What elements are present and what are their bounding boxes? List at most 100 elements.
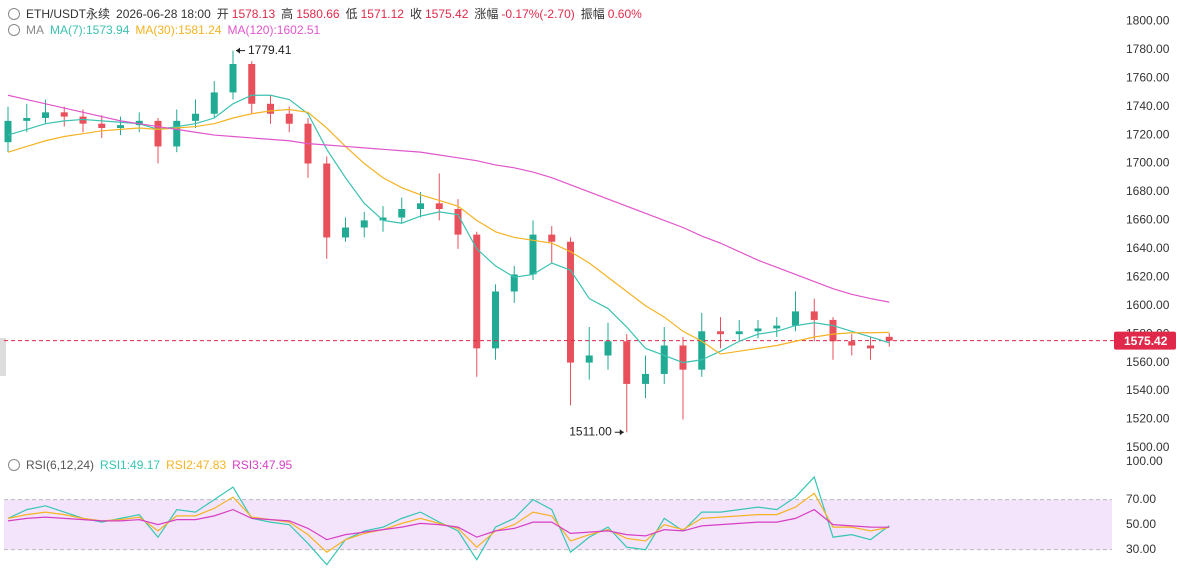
candle-body xyxy=(248,63,256,104)
series-line xyxy=(7,508,890,541)
candle-body xyxy=(717,331,724,335)
candle-body xyxy=(117,125,124,128)
time: 2026-06-28 18:00 xyxy=(116,6,211,21)
candle-body xyxy=(154,120,162,147)
candle-body xyxy=(529,234,537,275)
rsi-legend: RSI(6,12,24) RSI1:49.17 RSI2:47.83 RSI3:47… xyxy=(8,458,298,472)
candle-body xyxy=(210,92,218,114)
arrow-head xyxy=(236,47,240,54)
candle-body xyxy=(660,345,668,374)
candle-body xyxy=(4,120,12,143)
last-price-box xyxy=(1114,331,1176,350)
side-tab[interactable] xyxy=(0,338,6,376)
candle-body xyxy=(585,355,593,363)
candle-body xyxy=(342,227,349,238)
candle-body xyxy=(323,163,331,238)
series-line xyxy=(7,94,890,303)
legend-entry: MA(120):1602.51 xyxy=(227,23,321,37)
candle-body xyxy=(173,120,181,147)
header-value: 1571.12 xyxy=(360,6,404,21)
legend-entry: RSI1:49.17 xyxy=(100,458,161,472)
y-tick-label: 1680.00 xyxy=(1126,184,1170,198)
candle-body xyxy=(548,234,556,242)
candle-body xyxy=(792,311,799,326)
header-value: 0.60% xyxy=(607,6,642,21)
y-tick-label: 1660.00 xyxy=(1126,213,1170,227)
header-value: 1578.13 xyxy=(231,6,276,21)
candle-body xyxy=(810,311,818,320)
collapse-icon[interactable] xyxy=(8,459,20,471)
header-value: 1575.42 xyxy=(425,6,469,21)
candle-body xyxy=(885,336,893,341)
ma-legend: MA MA(7):1573.94 MA(30):1581.24 MA(120):16… xyxy=(8,23,326,37)
candle-body xyxy=(867,345,874,349)
y-tick-label: 30.00 xyxy=(1126,542,1156,556)
candle-body xyxy=(754,328,762,332)
candle-body xyxy=(623,341,631,384)
header: ETH/USDT永续 2026-06-28 18:00 开 1578.13 高 158… xyxy=(8,5,648,22)
y-tick-label: 1760.00 xyxy=(1126,70,1170,84)
y-tick-label: 1700.00 xyxy=(1126,156,1170,170)
collapse-icon[interactable] xyxy=(8,7,20,20)
candle-body xyxy=(379,217,387,221)
legend-entry: RSI3:47.95 xyxy=(232,458,293,472)
series-line xyxy=(7,108,890,355)
y-tick-label: 1720.00 xyxy=(1126,127,1170,141)
candle-body xyxy=(454,209,462,235)
candle-body xyxy=(60,112,68,117)
y-tick-label: 1620.00 xyxy=(1126,269,1170,283)
y-tick-label: 1500.00 xyxy=(1126,440,1170,454)
header-label: 收 xyxy=(409,7,422,21)
header-label: 低 xyxy=(345,7,358,21)
candle-body xyxy=(79,116,87,124)
candle-body xyxy=(773,325,781,329)
candle-body xyxy=(567,241,574,363)
candle-body xyxy=(510,274,518,292)
y-tick-label: 1540.00 xyxy=(1126,383,1170,397)
series-line xyxy=(7,475,890,566)
candle-body xyxy=(98,123,106,128)
candle-body xyxy=(848,341,856,346)
y-tick-label: 1780.00 xyxy=(1126,42,1170,56)
candle-body xyxy=(42,112,49,119)
candle-body xyxy=(473,234,481,349)
y-tick-label: 1600.00 xyxy=(1126,298,1170,312)
header-label: 高 xyxy=(281,7,294,21)
indicator-name[interactable]: MA xyxy=(26,23,44,37)
arrow-head xyxy=(619,429,624,436)
candle-body xyxy=(417,203,424,210)
y-tick-label: 1560.00 xyxy=(1126,355,1170,369)
candle-body xyxy=(23,118,31,121)
candle-body xyxy=(398,209,406,218)
y-tick-label: 1520.00 xyxy=(1126,412,1170,426)
y-tick-label: 100.00 xyxy=(1126,454,1163,468)
annotation: 1779.41 xyxy=(248,43,292,57)
last-price-label: 1575.42 xyxy=(1124,334,1168,348)
y-tick-label: 1800.00 xyxy=(1126,14,1170,28)
symbol: ETH/USDT永续 xyxy=(26,7,111,21)
y-tick-label: 1640.00 xyxy=(1126,241,1170,255)
candle-body xyxy=(435,203,443,210)
candle-body xyxy=(135,120,143,126)
collapse-icon[interactable] xyxy=(8,24,20,36)
header-value: -0.17%(-2.70) xyxy=(501,6,575,21)
candle-body xyxy=(285,113,293,124)
candle-body xyxy=(642,373,649,384)
header-label: 开 xyxy=(216,7,229,21)
y-tick-label: 1740.00 xyxy=(1126,99,1170,113)
candle-body xyxy=(360,220,368,228)
legend-entry: MA(7):1573.94 xyxy=(50,23,130,37)
header-label: 涨幅 xyxy=(474,7,499,21)
legend-entry: MA(30):1581.24 xyxy=(135,23,222,37)
y-tick-label: 50.00 xyxy=(1126,517,1156,531)
candle-body xyxy=(267,103,274,114)
candle-body xyxy=(492,291,499,349)
y-tick-label: 70.00 xyxy=(1126,492,1156,506)
series-line xyxy=(7,94,890,364)
legend-entry: RSI2:47.83 xyxy=(166,458,227,472)
indicator-name[interactable]: RSI(6,12,24) xyxy=(26,458,95,472)
header-value: 1580.66 xyxy=(296,6,340,21)
candle-body xyxy=(229,63,237,93)
candle-body xyxy=(679,345,687,370)
